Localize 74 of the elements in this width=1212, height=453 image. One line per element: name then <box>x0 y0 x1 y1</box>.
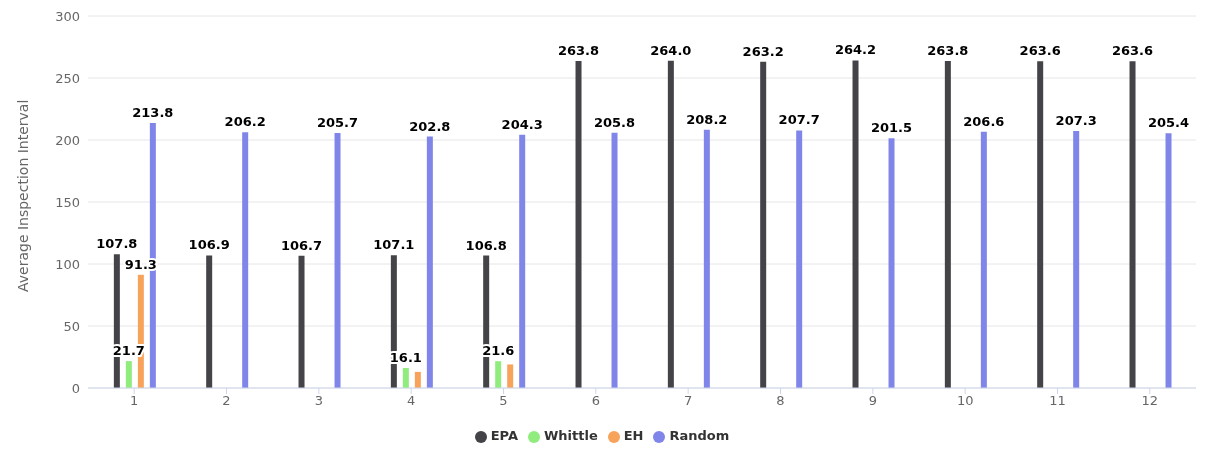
bar <box>426 136 433 388</box>
x-tick-label: 3 <box>314 393 323 409</box>
y-tick-label: 200 <box>55 132 80 148</box>
bar <box>796 130 803 388</box>
y-tick-label: 100 <box>55 256 80 272</box>
data-label: 107.1 <box>373 237 415 253</box>
x-tick-label: 5 <box>499 393 508 409</box>
data-label: 201.5 <box>870 120 913 136</box>
data-label: 205.8 <box>593 114 636 130</box>
bar <box>1129 61 1136 388</box>
bar <box>703 129 710 388</box>
y-tick-label: 0 <box>71 380 80 396</box>
data-label: 205.4 <box>1147 115 1190 131</box>
y-tick-label: 250 <box>55 70 80 86</box>
bar <box>1165 133 1172 388</box>
bar <box>414 371 421 388</box>
y-tick-label: 300 <box>55 8 80 24</box>
legend-label: Random <box>669 428 730 443</box>
bar <box>495 361 502 388</box>
data-label: 263.6 <box>1111 43 1154 59</box>
x-tick-label: 9 <box>868 393 877 409</box>
bar <box>402 368 409 388</box>
data-label: 264.2 <box>834 42 877 58</box>
data-label: 206.6 <box>963 113 1005 129</box>
legend-label: EPA <box>490 428 518 443</box>
x-tick-label: 12 <box>1141 393 1159 409</box>
bar <box>1037 61 1044 388</box>
bar <box>944 60 951 388</box>
data-label: 208.2 <box>686 111 728 127</box>
x-tick-label: 4 <box>407 393 416 409</box>
bar <box>298 255 305 388</box>
data-label: 106.9 <box>188 237 230 253</box>
bar <box>125 361 132 388</box>
data-label: 207.3 <box>1055 112 1097 128</box>
y-tick-label: 150 <box>55 194 80 210</box>
bar <box>334 132 341 388</box>
bar <box>852 60 859 388</box>
bar <box>206 255 213 388</box>
bar <box>575 60 582 388</box>
x-tick-label: 1 <box>130 393 139 409</box>
x-tick-label: 8 <box>776 393 785 409</box>
bar <box>667 60 674 388</box>
data-label: 263.8 <box>557 42 600 58</box>
bar <box>1073 130 1080 388</box>
x-tick-label: 11 <box>1049 393 1066 409</box>
x-tick-label: 10 <box>956 393 974 409</box>
legend-label: Whittle <box>543 428 598 443</box>
bar <box>519 134 526 388</box>
bar <box>242 132 249 388</box>
bar <box>980 131 987 388</box>
x-tick-label: 7 <box>684 393 693 409</box>
data-label: 263.6 <box>1019 43 1061 59</box>
data-label: 202.8 <box>409 118 451 134</box>
bar <box>611 132 618 388</box>
data-label: 263.2 <box>742 43 784 59</box>
bar <box>760 61 767 388</box>
x-tick-label: 6 <box>591 393 600 409</box>
data-label: 263.8 <box>927 42 969 58</box>
y-axis-title: Average Inspection Interval <box>14 99 31 292</box>
legend-label: EH <box>623 428 644 443</box>
data-label: 204.3 <box>501 116 543 132</box>
bar <box>888 138 895 388</box>
data-label: 106.8 <box>465 237 507 253</box>
data-label: 91.3 <box>124 256 157 272</box>
data-label: 213.8 <box>132 104 174 120</box>
data-label: 205.7 <box>316 114 359 130</box>
data-label: 206.2 <box>224 114 266 130</box>
bar <box>507 364 514 388</box>
y-tick-label: 50 <box>63 318 80 334</box>
data-label: 107.8 <box>96 236 138 252</box>
data-label: 207.7 <box>778 112 820 128</box>
data-label: 264.0 <box>650 42 692 58</box>
data-label: 106.7 <box>280 237 323 253</box>
x-tick-label: 2 <box>222 393 231 409</box>
